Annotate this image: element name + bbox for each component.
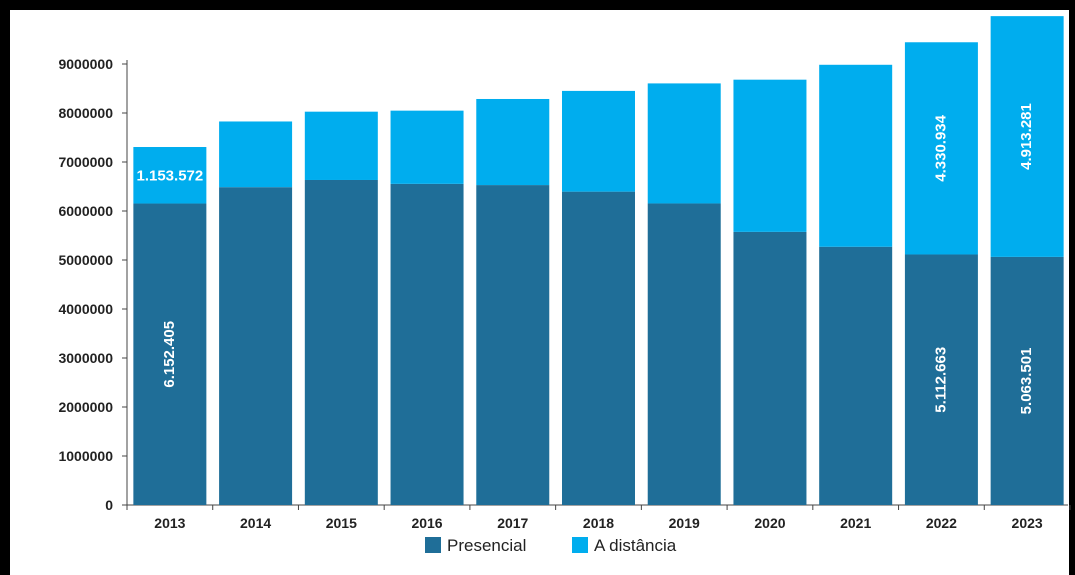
x-tick-label: 2022 xyxy=(926,515,957,531)
x-tick-label: 2014 xyxy=(240,515,271,531)
bar-a-distancia-2016 xyxy=(390,110,464,184)
y-tick-label: 0 xyxy=(105,497,113,513)
y-tick-label: 1000000 xyxy=(58,448,113,464)
y-tick-label: 7000000 xyxy=(58,154,113,170)
data-label: 5.063.501 xyxy=(1018,348,1035,415)
data-label: 6.152.405 xyxy=(161,321,178,388)
x-tick-label: 2016 xyxy=(411,515,442,531)
bar-presencial-2017 xyxy=(476,185,550,506)
data-label: 4.330.934 xyxy=(932,114,949,181)
bar-presencial-2018 xyxy=(562,191,635,505)
bar-a-distancia-2023 xyxy=(990,16,1064,257)
x-tick-label: 2015 xyxy=(326,515,357,531)
bar-presencial-2019 xyxy=(647,203,721,506)
x-axis: 2013 2014 2015 2016 2017 2018 2019 2020 2021 2022… xyxy=(126,504,1071,531)
x-tick-label: 2013 xyxy=(154,515,185,531)
bar-a-distancia-2022 xyxy=(904,42,978,255)
y-tick-label: 8000000 xyxy=(58,105,113,121)
bar-presencial-2022 xyxy=(904,254,978,505)
bar-a-distancia-2015 xyxy=(304,111,378,180)
bar-a-distancia-2020 xyxy=(733,79,807,232)
data-labels: 6.152.405 1.153.572 5.112.663 4.330.934 5.06… xyxy=(136,103,1035,414)
legend-swatch xyxy=(425,537,441,553)
x-tick-label: 2020 xyxy=(754,515,785,531)
bar-a-distancia-2019 xyxy=(647,83,721,204)
bars xyxy=(133,16,1064,506)
x-tick-label: 2018 xyxy=(583,515,614,531)
y-tick-label: 6000000 xyxy=(58,203,113,219)
bar-presencial-2023 xyxy=(990,256,1064,505)
y-tick-label: 3000000 xyxy=(58,350,113,366)
bar-a-distancia-2017 xyxy=(476,98,550,186)
data-label: 1.153.572 xyxy=(136,167,203,184)
legend: Presencial A distância xyxy=(425,536,677,555)
legend-label: A distância xyxy=(594,536,677,555)
bar-presencial-2014 xyxy=(219,187,293,505)
bar-presencial-2015 xyxy=(304,179,378,505)
bar-a-distancia-2013 xyxy=(133,147,207,204)
legend-swatch xyxy=(572,537,588,553)
y-tick-label: 5000000 xyxy=(58,252,113,268)
x-tick-label: 2023 xyxy=(1012,515,1043,531)
y-tick-label: 4000000 xyxy=(58,301,113,317)
bar-a-distancia-2021 xyxy=(819,64,893,247)
y-axis: 0 1000000 2000000 3000000 4000000 5000000 6000… xyxy=(58,56,128,513)
bar-presencial-2021 xyxy=(819,246,893,505)
bar-a-distancia-2014 xyxy=(219,121,293,188)
y-tick-label: 2000000 xyxy=(58,399,113,415)
x-tick-label: 2021 xyxy=(840,515,871,531)
x-tick-label: 2017 xyxy=(497,515,528,531)
bar-presencial-2013 xyxy=(133,203,207,505)
y-tick-label: 9000000 xyxy=(58,56,113,72)
x-tick-label: 2019 xyxy=(669,515,700,531)
bar-a-distancia-2018 xyxy=(562,90,635,192)
data-label: 5.112.663 xyxy=(932,347,949,413)
legend-label: Presencial xyxy=(447,536,526,555)
data-label: 4.913.281 xyxy=(1018,103,1035,170)
bar-presencial-2016 xyxy=(390,183,464,505)
bar-presencial-2020 xyxy=(733,231,807,505)
